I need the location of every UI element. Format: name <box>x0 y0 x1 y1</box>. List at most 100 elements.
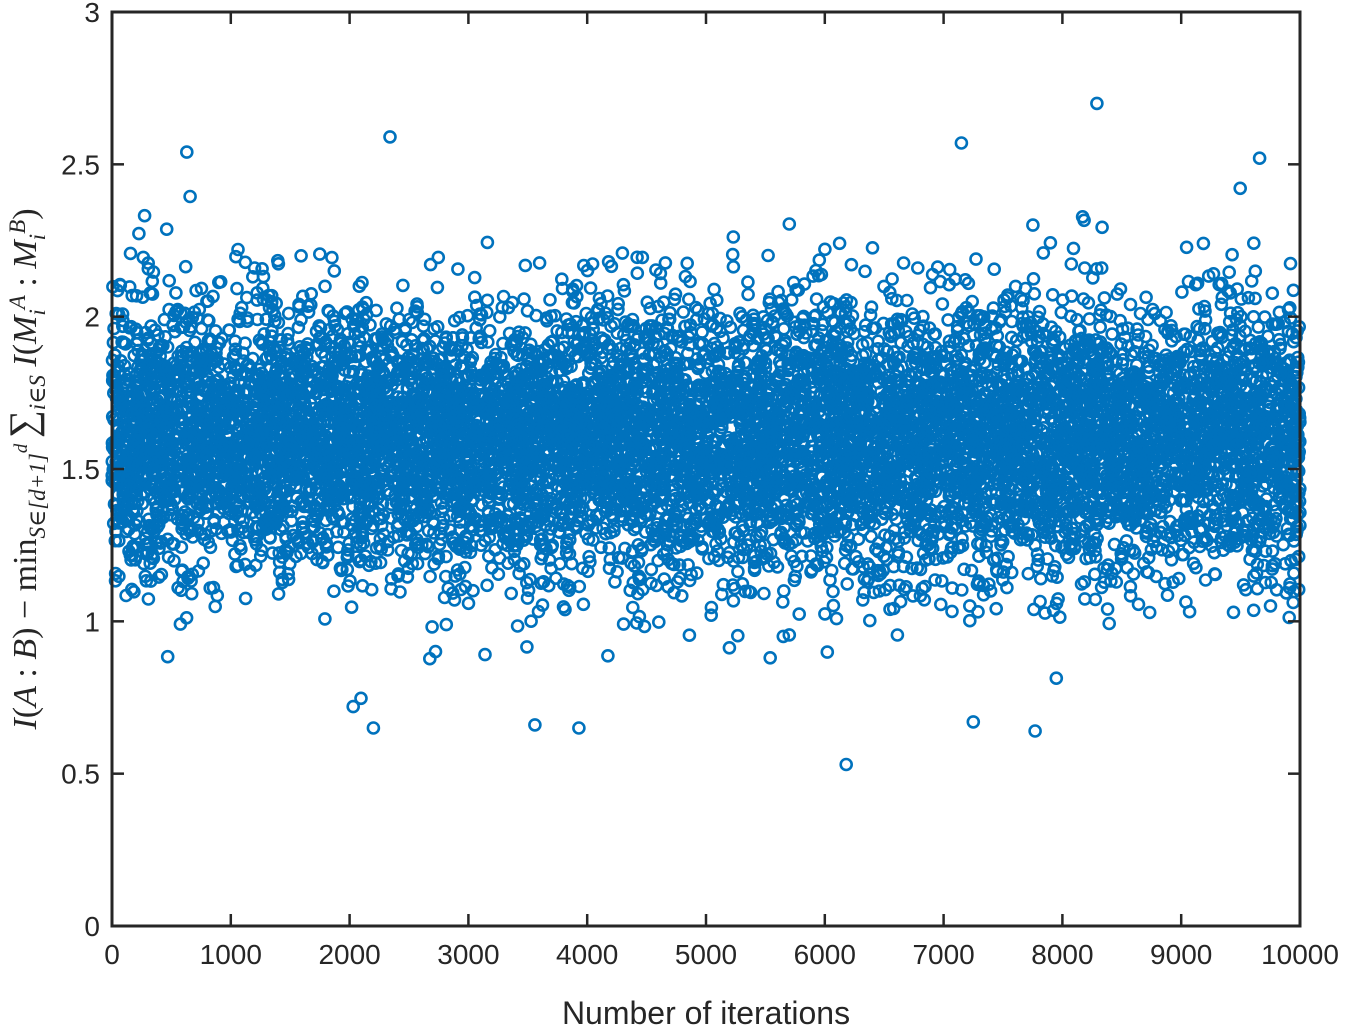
data-point <box>127 584 141 599</box>
data-point <box>731 564 745 579</box>
data-point <box>504 586 519 601</box>
data-point <box>423 569 437 584</box>
data-point <box>962 613 977 628</box>
data-point <box>865 241 880 255</box>
data-point <box>1119 534 1134 548</box>
data-point <box>806 316 821 331</box>
data-point <box>611 550 626 565</box>
data-point <box>107 321 121 336</box>
data-point <box>1181 274 1196 289</box>
data-point <box>132 226 146 241</box>
data-point <box>741 287 755 302</box>
data-point <box>617 284 632 298</box>
data-point <box>640 295 655 310</box>
data-point <box>439 549 453 564</box>
data-point <box>832 236 847 251</box>
data-point <box>1222 265 1236 280</box>
data-point <box>1207 567 1222 581</box>
data-point <box>776 584 791 598</box>
data-point <box>829 611 844 626</box>
data-point <box>430 280 445 295</box>
data-point <box>169 286 183 300</box>
data-point <box>294 249 308 263</box>
data-point <box>615 246 630 260</box>
data-point <box>893 594 908 609</box>
data-point <box>601 648 615 663</box>
data-point <box>942 262 957 277</box>
data-point <box>162 273 176 288</box>
data-point <box>1214 297 1229 312</box>
data-point <box>616 617 631 631</box>
data-point <box>301 305 316 319</box>
data-point <box>1034 571 1048 586</box>
data-point <box>231 242 245 257</box>
data-point <box>987 262 1002 277</box>
data-point <box>425 620 439 634</box>
data-point <box>1131 328 1145 342</box>
data-point <box>971 604 985 619</box>
data-point <box>741 275 755 289</box>
data-point <box>776 629 791 644</box>
data-point <box>1064 257 1079 271</box>
data-point <box>910 261 925 275</box>
data-point <box>1109 575 1124 589</box>
data-point <box>1286 283 1301 298</box>
data-point <box>125 582 139 597</box>
data-point <box>896 256 911 270</box>
data-point <box>1123 579 1138 594</box>
data-point <box>510 619 525 633</box>
data-point <box>1043 236 1058 250</box>
data-point <box>325 250 339 265</box>
data-point <box>644 562 659 577</box>
data-point <box>890 628 905 642</box>
data-point <box>630 250 644 265</box>
data-point <box>1198 321 1212 336</box>
data-point <box>623 583 638 598</box>
data-point <box>763 650 778 665</box>
data-point <box>1016 293 1030 308</box>
data-point <box>467 270 482 285</box>
data-point <box>368 556 383 571</box>
data-point <box>809 292 824 306</box>
data-point <box>329 524 344 539</box>
data-point <box>1027 286 1042 301</box>
data-point <box>858 264 872 279</box>
data-point <box>761 248 775 263</box>
data-point <box>906 589 920 603</box>
data-point <box>934 574 949 588</box>
data-point <box>576 597 591 612</box>
data-point <box>624 556 638 571</box>
data-point <box>1269 582 1284 597</box>
data-point <box>541 578 556 593</box>
data-point <box>989 601 1004 616</box>
data-point <box>438 569 453 584</box>
data-point <box>1225 247 1239 262</box>
data-point <box>680 256 695 271</box>
data-point <box>1049 538 1063 553</box>
data-point <box>318 612 332 626</box>
data-point <box>1093 320 1107 334</box>
data-point <box>862 613 877 628</box>
data-point <box>230 281 244 296</box>
data-point <box>520 303 535 318</box>
data-point <box>423 257 438 272</box>
data-point <box>663 305 677 320</box>
data-point <box>725 247 740 262</box>
data-point <box>390 301 404 316</box>
data-point <box>726 259 741 274</box>
data-point <box>247 261 262 275</box>
data-point <box>707 282 721 297</box>
data-point <box>520 640 534 654</box>
data-point <box>969 252 983 266</box>
data-point <box>1066 241 1081 256</box>
data-point <box>722 640 737 655</box>
data-point <box>840 577 855 591</box>
data-point <box>1045 287 1060 302</box>
data-points <box>105 96 1307 772</box>
data-point <box>1049 671 1064 686</box>
data-point <box>327 264 342 278</box>
data-point <box>864 300 879 315</box>
data-point <box>582 549 596 564</box>
